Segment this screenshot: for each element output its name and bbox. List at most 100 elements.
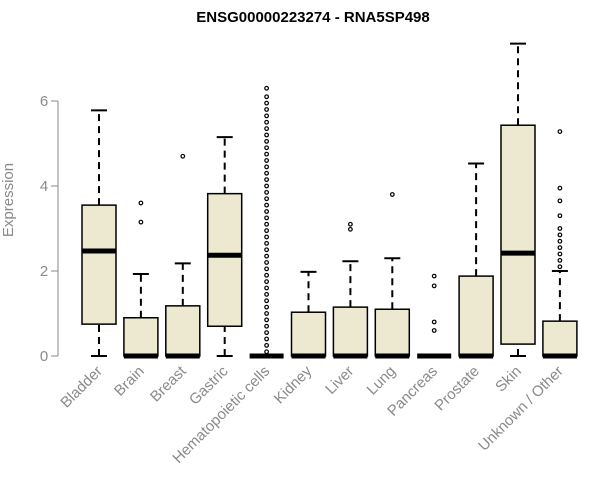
box-unknown-other: [542, 129, 578, 359]
box-body: [500, 124, 536, 345]
outlier-point: [264, 260, 270, 265]
y-tick-label: 2: [40, 263, 48, 280]
box-body: [290, 311, 327, 357]
outlier-point: [264, 209, 270, 214]
outlier-point: [264, 330, 270, 336]
y-axis-label: Expression: [0, 163, 17, 237]
outlier-point: [431, 273, 437, 279]
box-lung: [374, 192, 411, 359]
outlier-point: [264, 234, 270, 240]
box-body: [458, 275, 494, 357]
outlier-point: [557, 251, 563, 257]
outlier-point: [264, 202, 270, 208]
outlier-point: [264, 240, 270, 246]
outlier-point: [264, 183, 270, 189]
box-body: [332, 306, 369, 357]
x-tick-label: Prostate: [431, 363, 483, 415]
outlier-point: [264, 253, 270, 259]
outlier-point: [138, 200, 144, 206]
outlier-point: [557, 264, 563, 270]
outlier-point: [557, 198, 563, 204]
outlier-point: [264, 151, 270, 157]
box-body: [206, 192, 243, 327]
outlier-point: [348, 221, 353, 227]
outlier-point: [264, 119, 270, 125]
outlier-point: [138, 219, 144, 225]
outlier-point: [264, 317, 270, 323]
outlier-point: [557, 213, 563, 219]
outlier-point: [264, 247, 270, 253]
y-tick-label: 6: [40, 93, 48, 110]
x-tick-label: Liver: [322, 363, 357, 398]
x-tick-label: Breast: [147, 362, 190, 405]
box-liver: [332, 221, 369, 359]
x-tick-label: Kidney: [271, 362, 316, 407]
outlier-point: [264, 311, 270, 316]
outlier-point: [264, 94, 270, 100]
outlier-point: [180, 153, 186, 159]
outlier-point: [264, 85, 270, 91]
outlier-point: [264, 291, 270, 297]
x-tick-label: Bladder: [57, 363, 106, 412]
outlier-point: [264, 323, 270, 329]
outlier-point: [264, 215, 270, 221]
outlier-point: [557, 232, 563, 238]
outlier-point: [264, 138, 270, 144]
box-bladder: [81, 109, 117, 357]
outlier-point: [264, 304, 270, 310]
box-body: [81, 204, 117, 325]
outlier-point: [264, 196, 270, 202]
outlier-point: [264, 279, 270, 285]
box-body: [123, 317, 159, 357]
outlier-point: [264, 113, 270, 119]
box-skin: [500, 42, 536, 357]
box-body: [542, 320, 578, 357]
outlier-point: [264, 107, 270, 112]
outlier-point: [557, 129, 563, 135]
outlier-point: [557, 238, 563, 244]
outlier-point: [264, 221, 270, 227]
box-pancreas: [417, 273, 452, 359]
outlier-point: [264, 170, 270, 176]
y-axis: 0 2 4 6: [40, 93, 59, 365]
outlier-point: [557, 257, 563, 263]
outlier-point: [264, 132, 270, 138]
outlier-point: [557, 226, 563, 231]
box-prostate: [458, 162, 494, 359]
outlier-point: [389, 192, 395, 197]
chart-title: ENSG00000223274 - RNA5SP498: [196, 9, 429, 26]
outlier-point: [264, 100, 270, 106]
outlier-point: [431, 328, 437, 333]
outlier-point: [264, 266, 270, 272]
outlier-point: [348, 226, 353, 232]
outlier-point: [264, 272, 270, 278]
y-tick-label: 0: [40, 348, 48, 365]
outlier-point: [264, 228, 270, 234]
x-tick-label: Skin: [492, 363, 525, 396]
box-gastric: [206, 136, 243, 357]
box-breast: [165, 153, 201, 359]
outlier-point: [431, 319, 437, 325]
box-kidney: [290, 270, 327, 359]
outlier-point: [264, 158, 270, 163]
outlier-point: [557, 245, 563, 251]
outlier-point: [264, 126, 270, 132]
boxes-group: [81, 42, 578, 359]
outlier-point: [264, 298, 270, 304]
outlier-point: [431, 283, 437, 289]
outlier-point: [557, 185, 563, 191]
box-brain: [123, 200, 159, 359]
box-body: [374, 308, 411, 357]
outlier-point: [264, 285, 270, 291]
outlier-point: [264, 189, 270, 195]
outlier-point: [264, 164, 270, 170]
outlier-point: [264, 342, 270, 348]
box-hematopoietic-cells: [249, 85, 284, 359]
x-tick-label: Brain: [111, 363, 148, 400]
outlier-point: [264, 145, 270, 151]
outlier-point: [264, 177, 270, 183]
y-tick-label: 4: [40, 178, 48, 195]
